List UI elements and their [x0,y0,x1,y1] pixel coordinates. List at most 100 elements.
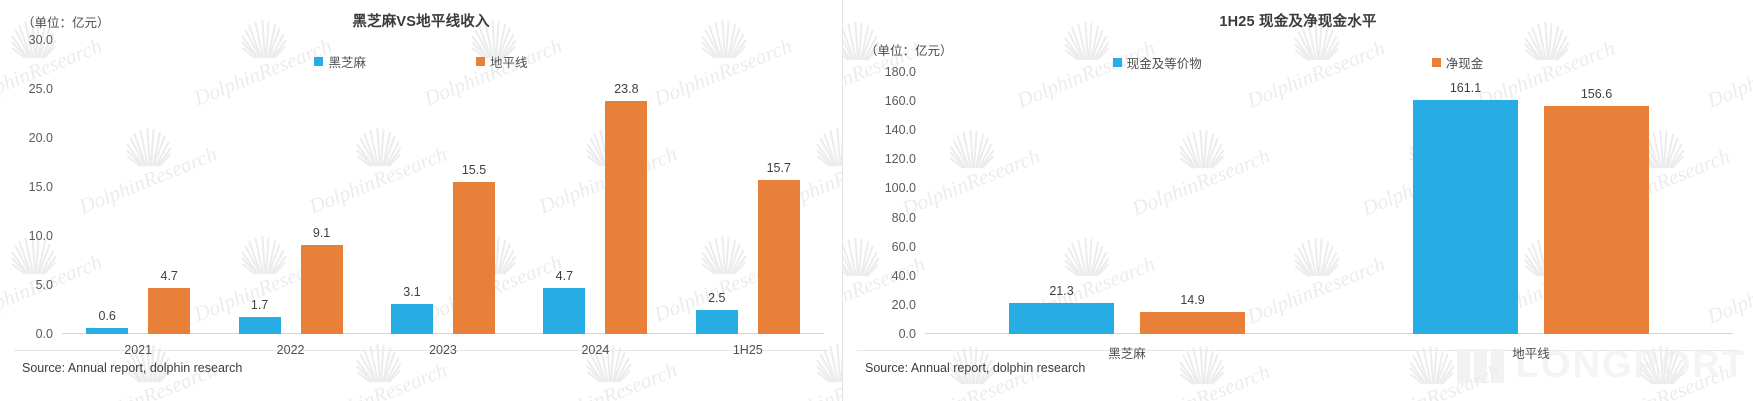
bar-黑芝麻[interactable]: 1.7 [238,298,281,334]
watermark-text: DolphinResearch [765,357,842,401]
y-axis-tick-label: 5.0 [35,278,53,292]
category-group: 3.1 15.5 2023 [367,40,519,357]
left-chart-legend: 黑芝麻 地平线 [0,52,842,71]
y-axis-tick-label: 25.0 [28,82,53,96]
y-axis-tick-label: 30.0 [28,33,53,47]
right-chart-title: 1H25 现金及净现金水平 [1219,14,1377,30]
x-axis-category-label: 2024 [581,343,610,357]
bar-value-label: 15.7 [766,161,791,176]
legend-item-2[interactable]: 地平线 [476,52,528,71]
bar-slot: 21.3 [1009,72,1114,334]
bar-value-label: 23.8 [614,81,639,96]
right-plot-area: 0.0 20.0 40.0 60.0 80.0 100.0 120.0 140.0 160.0 1… [885,65,1733,361]
y-axis-tick-label: 160.0 [884,94,916,109]
x-axis-category-label: 2021 [124,343,153,357]
bar-value-label: 15.5 [461,163,487,178]
legend-item-1[interactable]: 黑芝麻 [314,52,366,71]
bar-slot: 4.7 [148,40,191,334]
bar-slot: 14.9 [1140,72,1245,334]
bar-slot: 2.5 [695,40,738,334]
bar-现金及等价物[interactable]: 161.1 [1413,81,1518,334]
bar-value-label: 14.9 [1180,293,1205,308]
legend-label: 黑芝麻 [328,56,366,70]
left-chart-panel: DolphinResearch DolphinResearch DolphinRes… [0,0,843,401]
bar-黑芝麻[interactable]: 3.1 [390,285,433,334]
bar-净现金[interactable]: 156.6 [1544,87,1649,334]
bar-value-label: 4.7 [160,268,178,283]
bar-value-label: 0.6 [98,309,116,324]
watermark-fan-icon [843,234,881,277]
bar-slot: 156.6 [1544,72,1649,334]
bar-现金及等价物[interactable]: 21.3 [1009,284,1114,334]
left-plot-area: 0.0 5.0 10.0 15.0 20.0 25.0 30.0 0.6 4.7 2021 1.7 9… [29,33,824,357]
x-axis-category-label: 黑芝麻 [1108,347,1146,361]
category-group: 161.1 156.6 地平线 [1329,72,1733,361]
bar-value-label: 9.1 [312,225,331,240]
right-axis-baseline [925,333,1733,334]
category-group: 2.5 15.7 1H25 [672,40,824,357]
y-axis-tick-label: 15.0 [28,180,53,194]
watermark-text: DolphinResearch [1358,359,1504,401]
legend-swatch-icon [314,57,324,66]
legend-item-1[interactable]: 现金及等价物 [1112,53,1202,72]
legend-swatch-icon [1431,58,1441,67]
y-axis-tick-label: 60.0 [891,239,916,254]
watermark-text: DolphinResearch [1128,359,1274,401]
legend-label: 现金及等价物 [1126,57,1202,71]
right-source-divider [857,350,1739,351]
watermark-text: DolphinResearch [535,357,681,401]
x-axis-category-label: 1H25 [732,343,763,357]
bar-slot: 1.7 [238,40,281,334]
bar-slot: 23.8 [605,40,648,334]
legend-label: 净现金 [1445,57,1484,71]
bar-黑芝麻[interactable]: 4.7 [543,269,586,334]
bar-净现金[interactable]: 14.9 [1140,293,1245,334]
legend-swatch-icon [476,57,485,66]
category-group: 1.7 9.1 2022 [214,40,366,357]
bar-地平线[interactable]: 4.7 [148,269,191,334]
right-source-note: Source: Annual report, dolphin research [865,361,1086,375]
bar-slot: 15.7 [757,40,800,334]
bar-地平线[interactable]: 9.1 [300,226,343,334]
legend-item-2[interactable]: 净现金 [1431,53,1484,72]
category-group: 0.6 4.7 2021 [62,40,214,357]
bar-地平线[interactable]: 15.5 [452,163,495,334]
bar-value-label: 4.7 [555,268,574,283]
y-axis-tick-label: 20.0 [28,131,53,145]
bar-slot: 3.1 [390,40,433,334]
left-source-note: Source: Annual report, dolphin research [22,361,243,375]
y-axis-tick-label: 0.0 [898,327,916,341]
category-group: 21.3 14.9 黑芝麻 [925,72,1329,361]
y-axis-tick-label: 20.0 [891,297,916,312]
y-axis-tick-label: 80.0 [891,210,916,225]
y-axis-tick-label: 120.0 [884,152,916,167]
bar-slot: 4.7 [543,40,586,334]
bar-value-label: 21.3 [1049,284,1074,298]
bar-slot: 9.1 [300,40,343,334]
x-axis-category-label: 地平线 [1512,347,1550,361]
bar-value-label: 2.5 [708,290,726,305]
y-axis-tick-label: 100.0 [884,181,916,196]
bar-value-label: 3.1 [403,284,421,299]
category-group: 4.7 23.8 2024 [519,40,671,357]
bar-地平线[interactable]: 23.8 [605,82,648,334]
right-chart-legend: 现金及等价物 净现金 [843,53,1753,72]
bar-slot: 161.1 [1413,72,1518,334]
legend-swatch-icon [1112,58,1122,67]
bar-黑芝麻[interactable]: 0.6 [86,309,129,334]
legend-label: 地平线 [490,56,528,70]
left-source-divider [14,350,828,351]
y-axis-tick-label: 40.0 [891,268,916,283]
bar-地平线[interactable]: 15.7 [757,161,800,334]
y-axis-tick-label: 10.0 [28,229,53,243]
watermark-text: DolphinResearch [305,357,451,401]
y-axis-tick-label: 0.0 [35,327,53,341]
bar-黑芝麻[interactable]: 2.5 [695,291,738,334]
left-chart-title: 黑芝麻VS地平线收入 [352,14,490,30]
x-axis-category-label: 2023 [429,343,457,357]
bar-slot: 0.6 [86,40,129,334]
left-axis-baseline [62,333,824,334]
bar-value-label: 161.1 [1449,80,1482,95]
bar-value-label: 156.6 [1580,87,1613,102]
